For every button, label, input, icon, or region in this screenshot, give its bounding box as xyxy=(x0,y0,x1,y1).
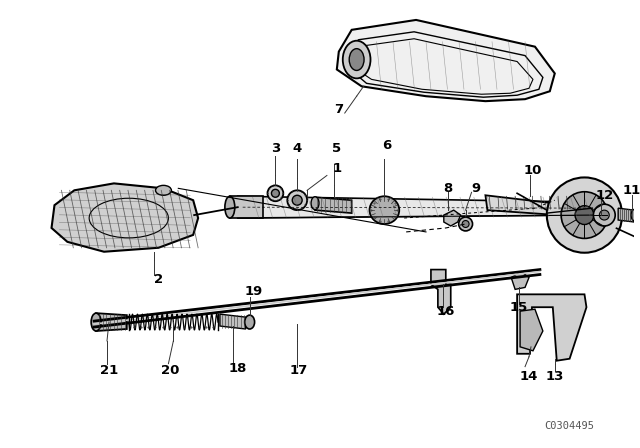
Text: 7: 7 xyxy=(334,103,344,116)
Polygon shape xyxy=(485,195,573,216)
Text: 6: 6 xyxy=(381,139,391,152)
Ellipse shape xyxy=(268,185,284,201)
Ellipse shape xyxy=(244,315,255,329)
Circle shape xyxy=(593,204,615,226)
Text: 14: 14 xyxy=(520,370,538,383)
Ellipse shape xyxy=(369,196,399,224)
Ellipse shape xyxy=(343,41,371,78)
Circle shape xyxy=(575,206,594,224)
Ellipse shape xyxy=(91,313,101,331)
Text: 11: 11 xyxy=(623,184,640,197)
Ellipse shape xyxy=(311,197,319,210)
Text: 21: 21 xyxy=(100,364,118,377)
Text: 5: 5 xyxy=(332,142,341,155)
Polygon shape xyxy=(237,196,595,218)
Polygon shape xyxy=(431,270,451,314)
Ellipse shape xyxy=(287,190,307,210)
Ellipse shape xyxy=(459,217,472,231)
Text: 2: 2 xyxy=(154,273,163,286)
Ellipse shape xyxy=(631,209,639,221)
Polygon shape xyxy=(337,20,555,101)
Polygon shape xyxy=(51,183,198,252)
Text: 3: 3 xyxy=(271,142,280,155)
Text: 16: 16 xyxy=(436,305,455,318)
Ellipse shape xyxy=(156,185,172,195)
Ellipse shape xyxy=(349,49,364,70)
Polygon shape xyxy=(230,196,262,218)
Ellipse shape xyxy=(462,220,469,228)
Text: 20: 20 xyxy=(161,364,180,377)
Text: 18: 18 xyxy=(228,362,247,375)
Polygon shape xyxy=(520,309,543,351)
Text: 19: 19 xyxy=(244,285,263,298)
Polygon shape xyxy=(444,210,461,226)
Text: 9: 9 xyxy=(471,182,480,195)
Text: 15: 15 xyxy=(510,301,528,314)
Ellipse shape xyxy=(225,196,235,218)
Text: 1: 1 xyxy=(332,162,341,175)
Ellipse shape xyxy=(292,195,302,205)
Text: 17: 17 xyxy=(290,364,308,377)
Text: 12: 12 xyxy=(595,189,613,202)
Ellipse shape xyxy=(271,190,280,197)
Circle shape xyxy=(561,192,608,238)
Circle shape xyxy=(599,210,609,220)
Polygon shape xyxy=(96,313,127,331)
Text: 8: 8 xyxy=(443,182,452,195)
Text: 4: 4 xyxy=(292,142,302,155)
Polygon shape xyxy=(220,314,246,329)
Polygon shape xyxy=(517,294,586,361)
Text: C0304495: C0304495 xyxy=(545,421,595,431)
Polygon shape xyxy=(618,208,634,222)
Polygon shape xyxy=(315,197,352,213)
Text: 13: 13 xyxy=(545,370,564,383)
Circle shape xyxy=(547,177,622,253)
Text: 10: 10 xyxy=(524,164,542,177)
Polygon shape xyxy=(511,271,529,289)
